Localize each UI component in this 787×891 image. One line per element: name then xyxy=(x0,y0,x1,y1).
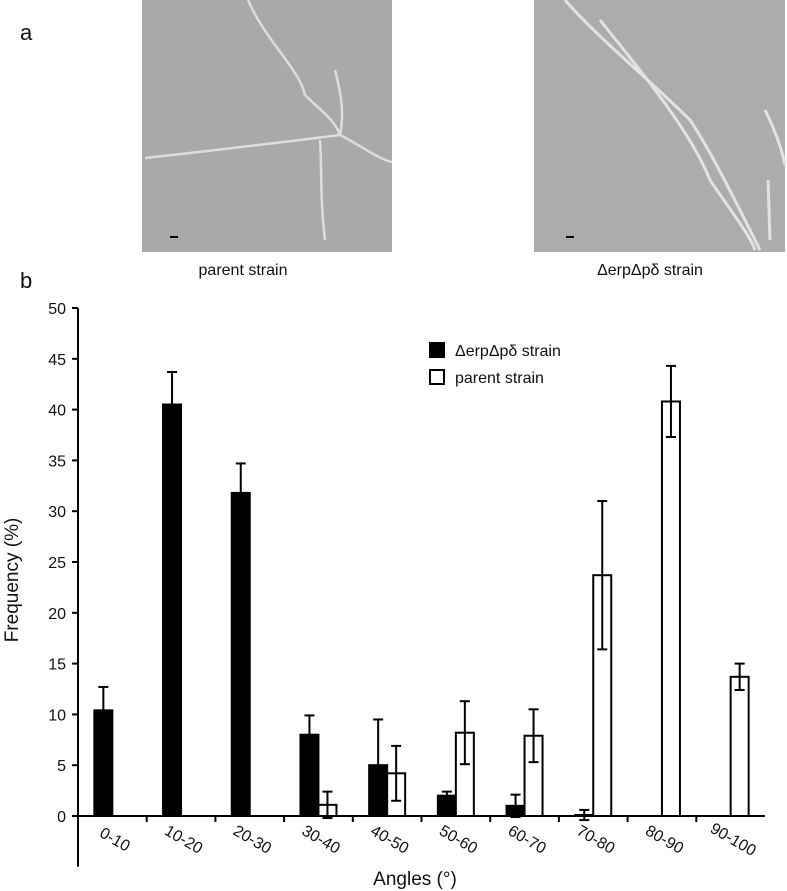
x-tick-label: 60-70 xyxy=(505,823,549,858)
y-tick-label: 5 xyxy=(57,758,66,775)
y-tick-label: 20 xyxy=(48,606,66,623)
x-tick-label: 50-60 xyxy=(436,823,480,858)
legend-swatch xyxy=(429,369,445,385)
error-bar xyxy=(304,714,315,756)
error-bar xyxy=(597,500,608,651)
legend-label: parent strain xyxy=(455,370,544,387)
error-bar xyxy=(235,462,246,524)
bar xyxy=(729,675,750,817)
y-tick-label: 15 xyxy=(48,657,66,674)
x-tick-label: 20-30 xyxy=(230,823,274,858)
y-axis-title: Frequency (%) xyxy=(2,518,23,643)
error-bar xyxy=(167,371,178,439)
panel-label: b xyxy=(20,268,32,293)
y-tick-label: 0 xyxy=(57,809,66,826)
x-tick-label: 80-90 xyxy=(642,823,686,858)
image-caption: parent strain xyxy=(199,262,288,279)
error-bar xyxy=(98,685,109,735)
panel-label: a xyxy=(20,20,33,45)
y-tick-label: 40 xyxy=(48,403,66,420)
x-tick-label: 30-40 xyxy=(299,823,343,858)
x-tick-label: 0-10 xyxy=(96,825,132,856)
bar xyxy=(660,400,681,817)
y-tick-label: 50 xyxy=(48,301,66,318)
error-bar xyxy=(373,718,384,812)
x-axis-title: Angles (°) xyxy=(373,869,457,890)
error-bar xyxy=(665,364,676,439)
error-bar xyxy=(391,744,402,802)
x-tick-label: 40-50 xyxy=(367,823,411,858)
y-tick-label: 10 xyxy=(48,707,66,724)
error-bar xyxy=(734,662,745,692)
x-tick-label: 70-80 xyxy=(574,823,618,858)
error-bar xyxy=(510,793,521,819)
error-bar xyxy=(459,700,470,766)
bar xyxy=(162,403,183,817)
error-bar xyxy=(441,790,452,801)
legend-label: ΔerpΔpδ strain xyxy=(455,343,561,360)
error-bar xyxy=(528,708,539,764)
image-caption: ΔerpΔpδ strain xyxy=(597,262,703,279)
x-tick-label: 10-20 xyxy=(161,823,205,858)
x-tick-label: 90-100 xyxy=(707,820,759,860)
y-tick-label: 35 xyxy=(48,453,66,470)
error-bar xyxy=(322,790,333,820)
y-tick-label: 30 xyxy=(48,504,66,521)
micrograph xyxy=(534,0,787,252)
bar xyxy=(230,491,251,817)
micrograph xyxy=(142,0,393,252)
legend-swatch xyxy=(429,342,445,358)
y-tick-label: 45 xyxy=(48,352,66,369)
y-tick-label: 25 xyxy=(48,555,66,572)
error-bar xyxy=(579,808,590,822)
